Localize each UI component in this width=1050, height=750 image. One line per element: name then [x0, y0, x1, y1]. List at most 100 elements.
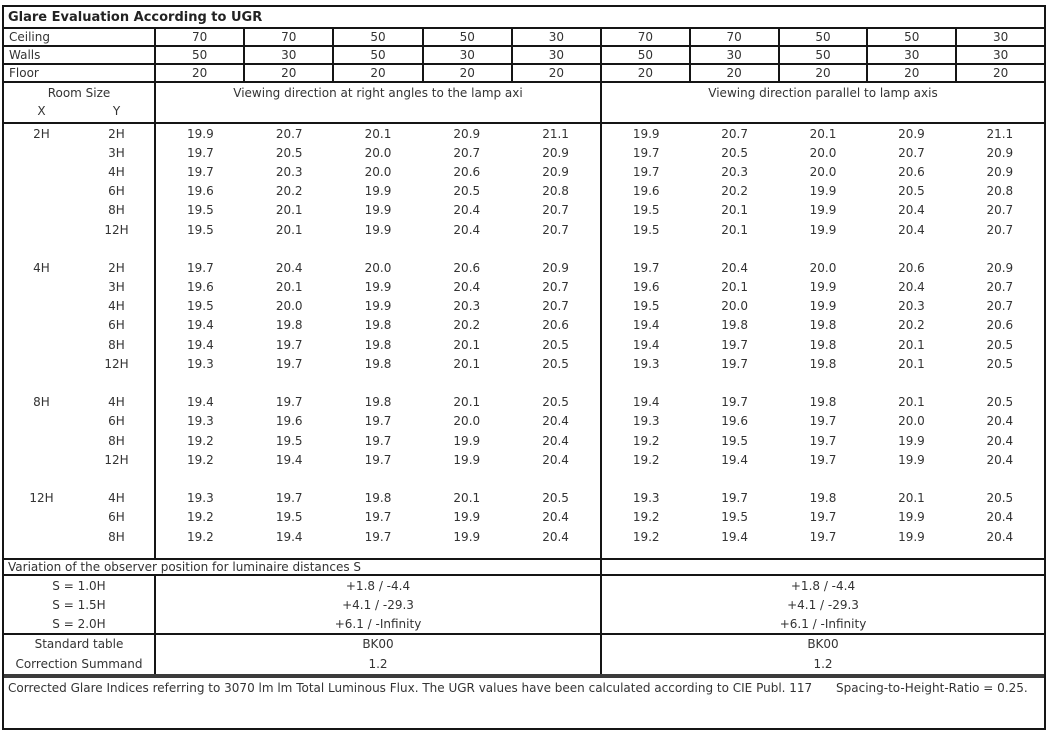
value-cell: 19.9 [809, 203, 837, 218]
y-header-label: Y [112, 104, 121, 118]
spacer-row [4, 469, 1044, 489]
ugr-row: 8H 19.4 19.7 19.8 20.1 20.5 19.4 19.7 19.8 20.1 20… [4, 335, 1044, 355]
value-cell: 19.7 [721, 356, 748, 371]
room-size-cell: 6H [4, 411, 156, 431]
value-cell: 20.7 [986, 203, 1014, 218]
right-section: 19.4 19.7 19.8 20.1 20.5 [602, 335, 1044, 354]
variation-right-value: +1.8 / -4.4 [790, 578, 856, 593]
left-section: 19.7 20.5 20.0 20.7 20.9 [156, 143, 602, 163]
room-y-label: 4H [108, 491, 125, 506]
value-cell: 19.7 [364, 452, 392, 467]
room-x-label [4, 354, 79, 373]
spacer-row [4, 239, 1044, 259]
value-cell: 20.7 [986, 222, 1014, 237]
value-cell: 20.9 [986, 145, 1014, 160]
value-cell: 50 [191, 48, 208, 62]
value-cell: 19.8 [364, 337, 392, 352]
value-cell: 20.1 [809, 126, 837, 141]
value-cell: 19.7 [809, 433, 837, 448]
value-cell: 19.4 [187, 318, 214, 333]
value-cell: 30 [866, 47, 955, 63]
room-x-label [4, 335, 79, 354]
value-cell: 20 [421, 65, 511, 81]
left-section: 19.2 19.4 19.7 19.9 20.4 [156, 526, 602, 547]
room-y-label: 6H [108, 414, 125, 429]
value-cell: 20.4 [986, 510, 1014, 525]
value-cell: 19.8 [721, 318, 748, 333]
summary-label: Correction Summand [4, 654, 156, 674]
value-cell: 20.7 [542, 203, 569, 218]
value-cell: 20.1 [364, 126, 392, 141]
value-cell: 19.7 [809, 414, 837, 429]
value-cell: 19.8 [809, 337, 837, 352]
value-cell: 19.9 [453, 452, 481, 467]
value-cell: 30 [421, 47, 511, 63]
room-size-cell: 12H [4, 219, 156, 240]
room-y-label: 4H [108, 299, 125, 314]
value-cell: 20.5 [542, 491, 569, 506]
room-y-label: 8H [108, 433, 125, 448]
ugr-row: 6H 19.4 19.8 19.8 20.2 20.6 19.4 19.8 19.8 20.2 20… [4, 315, 1044, 336]
room-x-label [4, 278, 79, 297]
value-cell: 20.4 [542, 433, 569, 448]
value-cell: 19.7 [721, 337, 748, 352]
value-cell: 30 [688, 47, 778, 63]
surface-row: Walls 50 30 50 30 30 50 30 50 30 30 [4, 47, 1044, 65]
value-cell: 20.5 [542, 356, 569, 371]
value-cell: 19.7 [809, 529, 837, 544]
section-header-parallel-label: Viewing direction parallel to lamp axis [708, 86, 938, 100]
left-section: 19.6 20.2 19.9 20.5 20.8 [156, 181, 602, 201]
room-size-cell: 6H [4, 181, 156, 201]
value-cell: 30 [955, 47, 1044, 63]
value-cell: 20.8 [986, 184, 1014, 199]
room-y-label: 3H [108, 280, 125, 295]
value-cell: 19.2 [187, 452, 214, 467]
value-cell: 20.1 [453, 337, 481, 352]
variation-row: S = 2.0H +6.1 / -Infinity +6.1 / -Infinity [4, 615, 1044, 635]
room-x-label: 12H [29, 491, 54, 506]
value-cell: 20.4 [898, 203, 925, 218]
variation-row: S = 1.0H +1.8 / -4.4 +1.8 / -4.4 [4, 576, 1044, 596]
room-y-label: 4H [108, 395, 125, 410]
value-cell: 19.4 [187, 337, 214, 352]
right-section: 19.2 19.5 19.7 19.9 20.4 [602, 508, 1044, 527]
value-cell: 19.7 [187, 260, 214, 275]
room-x-label [4, 508, 79, 527]
room-y-label: 12H [104, 452, 129, 467]
value-cell: 30 [510, 47, 600, 63]
value-cell: 19.3 [632, 491, 660, 506]
left-section: 19.4 19.8 19.8 20.2 20.6 [156, 315, 602, 336]
value-cell: 21.1 [542, 126, 569, 141]
value-cell: 19.9 [453, 433, 481, 448]
value-cell: 20.4 [986, 433, 1014, 448]
value-cell: 19.8 [809, 318, 837, 333]
summary-left-value: 1.2 [156, 654, 602, 674]
value-cell: 19.7 [275, 356, 303, 371]
ugr-row: 2H 2H 19.9 20.7 20.1 20.9 21.1 19.9 20.7 20.1 20.9… [4, 124, 1044, 144]
value-cell: 20.9 [986, 260, 1014, 275]
value-cell: 20.6 [898, 164, 925, 179]
footer-note-text: Corrected Glare Indices referring to 307… [8, 680, 813, 695]
value-cell: 19.7 [364, 529, 392, 544]
value-cell: 20.4 [275, 260, 303, 275]
value-cell: 19.2 [632, 529, 660, 544]
value-cell: 20.6 [542, 318, 569, 333]
value-cell: 20.0 [453, 414, 481, 429]
room-x-label [4, 143, 79, 162]
ugr-row: 4H 19.5 20.0 19.9 20.3 20.7 19.5 20.0 19.9 20.3 20… [4, 296, 1044, 316]
xy-header: X Y [4, 103, 154, 122]
surface-row: Floor 20 20 20 20 20 20 20 20 20 20 [4, 65, 1044, 83]
right-section: 19.5 20.0 19.9 20.3 20.7 [602, 297, 1044, 316]
ugr-row: 3H 19.6 20.1 19.9 20.4 20.7 19.6 20.1 19.9 20.4 20… [4, 277, 1044, 297]
room-y-label: 12H [104, 222, 129, 237]
value-cell: 20.0 [364, 164, 392, 179]
right-section: 19.4 19.7 19.8 20.1 20.5 [602, 393, 1044, 412]
room-y-label: 8H [108, 337, 125, 352]
room-size-cell: 12H 4H [4, 488, 156, 508]
value-cell: 20.4 [721, 260, 748, 275]
value-cell: 20.1 [898, 337, 925, 352]
ugr-table: Glare Evaluation According to UGR Ceilin… [2, 5, 1046, 730]
spacer-label-cell [4, 469, 156, 489]
value-cell: 50 [332, 29, 421, 45]
surface-label: Ceiling [4, 29, 156, 45]
